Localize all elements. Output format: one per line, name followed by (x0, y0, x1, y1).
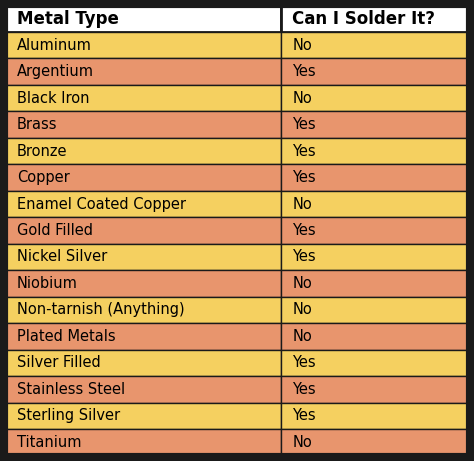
Text: Silver Filled: Silver Filled (17, 355, 100, 370)
Bar (281, 59, 468, 85)
Bar (6, 429, 281, 455)
Text: Yes: Yes (292, 143, 316, 159)
Bar (281, 32, 468, 59)
Text: No: No (292, 435, 312, 450)
Bar (281, 6, 468, 32)
Bar (281, 376, 468, 402)
Text: Enamel Coated Copper: Enamel Coated Copper (17, 196, 186, 212)
Text: Yes: Yes (292, 355, 316, 370)
Text: Plated Metals: Plated Metals (17, 329, 115, 344)
Text: Nickel Silver: Nickel Silver (17, 249, 107, 265)
Text: Sterling Silver: Sterling Silver (17, 408, 120, 423)
Bar (6, 402, 281, 429)
Text: No: No (292, 196, 312, 212)
Bar (6, 59, 281, 85)
Bar (281, 349, 468, 376)
Text: Yes: Yes (292, 64, 316, 79)
Text: Argentium: Argentium (17, 64, 94, 79)
Bar (281, 85, 468, 112)
Text: Copper: Copper (17, 170, 70, 185)
Bar (281, 112, 468, 138)
Text: Gold Filled: Gold Filled (17, 223, 93, 238)
Text: Titanium: Titanium (17, 435, 81, 450)
Text: Yes: Yes (292, 408, 316, 423)
Text: Yes: Yes (292, 223, 316, 238)
Text: Black Iron: Black Iron (17, 91, 89, 106)
Text: Yes: Yes (292, 170, 316, 185)
Bar (281, 191, 468, 217)
Bar (6, 349, 281, 376)
Bar (281, 244, 468, 270)
Bar (281, 323, 468, 349)
Text: No: No (292, 276, 312, 291)
Text: No: No (292, 91, 312, 106)
Bar (6, 164, 281, 191)
Text: Can I Solder It?: Can I Solder It? (292, 10, 435, 28)
Bar (281, 164, 468, 191)
Bar (6, 217, 281, 244)
Text: Non-tarnish (Anything): Non-tarnish (Anything) (17, 302, 184, 318)
Bar (6, 191, 281, 217)
Text: Stainless Steel: Stainless Steel (17, 382, 125, 397)
Bar (281, 270, 468, 297)
Text: Niobium: Niobium (17, 276, 78, 291)
Bar (281, 402, 468, 429)
Bar (281, 217, 468, 244)
Bar (281, 297, 468, 323)
Text: Aluminum: Aluminum (17, 38, 91, 53)
Bar (6, 323, 281, 349)
Text: Yes: Yes (292, 117, 316, 132)
Text: Yes: Yes (292, 382, 316, 397)
Bar (6, 85, 281, 112)
Bar (6, 270, 281, 297)
Text: No: No (292, 38, 312, 53)
Bar (6, 297, 281, 323)
Bar (6, 6, 281, 32)
Bar (6, 112, 281, 138)
Text: Brass: Brass (17, 117, 57, 132)
Bar (6, 32, 281, 59)
Bar (281, 138, 468, 164)
Text: Yes: Yes (292, 249, 316, 265)
Text: Bronze: Bronze (17, 143, 67, 159)
Bar (6, 244, 281, 270)
Text: Metal Type: Metal Type (17, 10, 118, 28)
Bar (281, 429, 468, 455)
Bar (6, 138, 281, 164)
Text: No: No (292, 302, 312, 318)
Text: No: No (292, 329, 312, 344)
Bar (6, 376, 281, 402)
